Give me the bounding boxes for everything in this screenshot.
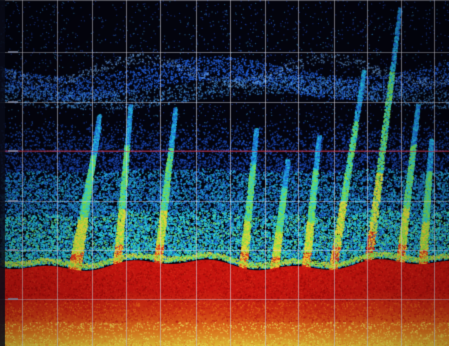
echosounder-display [0, 0, 449, 346]
echogram-canvas [0, 0, 449, 346]
